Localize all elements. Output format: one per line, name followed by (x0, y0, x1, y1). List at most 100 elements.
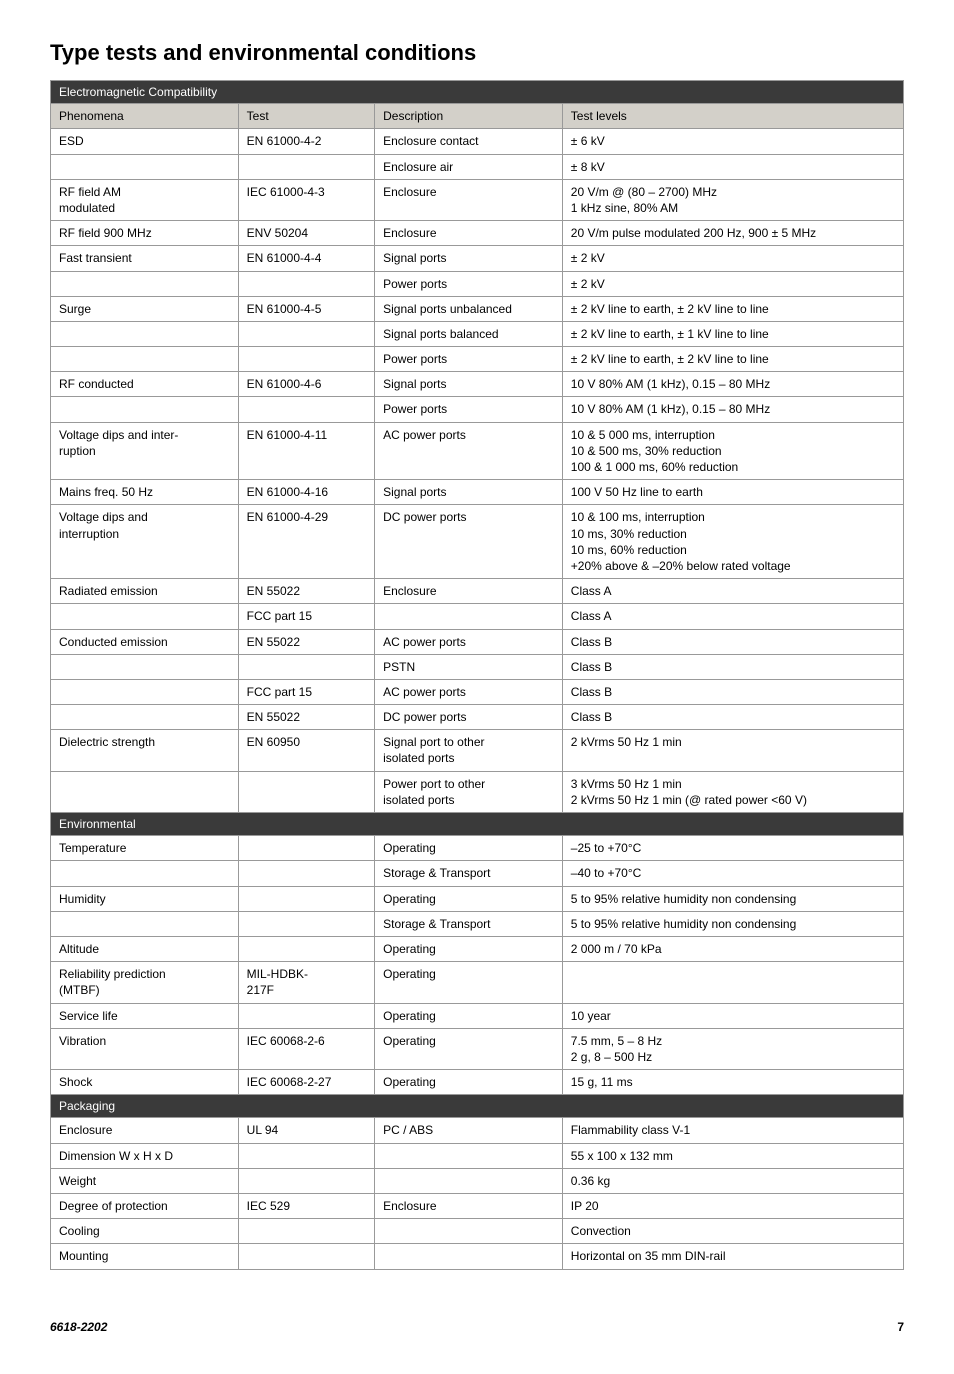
table-cell (238, 271, 374, 296)
table-row: PSTNClass B (51, 654, 904, 679)
table-cell: IEC 529 (238, 1194, 374, 1219)
table-cell (238, 654, 374, 679)
table-cell: Operating (375, 962, 563, 1003)
table-cell: Class A (562, 579, 903, 604)
table-row: EN 55022DC power portsClass B (51, 705, 904, 730)
table-cell: Storage & Transport (375, 911, 563, 936)
table-cell: Radiated emission (51, 579, 239, 604)
table-cell: 20 V/m @ (80 – 2700) MHz 1 kHz sine, 80%… (562, 179, 903, 220)
table-cell: Enclosure (375, 579, 563, 604)
table-cell (51, 679, 239, 704)
table-row: Mains freq. 50 HzEN 61000-4-16Signal por… (51, 480, 904, 505)
table-cell (51, 347, 239, 372)
table-cell (238, 1003, 374, 1028)
table-row: Radiated emissionEN 55022EnclosureClass … (51, 579, 904, 604)
table-row: Humidity Operating5 to 95% relative humid… (51, 886, 904, 911)
table-cell: EN 61000-4-5 (238, 296, 374, 321)
table-row: ShockIEC 60068-2-27Operating15 g, 11 ms (51, 1070, 904, 1095)
table-cell: RF field AM modulated (51, 179, 239, 220)
table-cell: Cooling (51, 1219, 239, 1244)
table-cell: AC power ports (375, 422, 563, 480)
table-cell: EN 55022 (238, 579, 374, 604)
table-cell: Operating (375, 1070, 563, 1095)
table-cell: EN 60950 (238, 730, 374, 771)
table-row: Power port to other isolated ports3 kVrm… (51, 771, 904, 812)
table-cell: IP 20 (562, 1194, 903, 1219)
table-cell: Enclosure (375, 179, 563, 220)
table-cell: Surge (51, 296, 239, 321)
table-cell: 10 & 5 000 ms, interruption 10 & 500 ms,… (562, 422, 903, 480)
table-row: Conducted emissionEN 55022AC power ports… (51, 629, 904, 654)
table-cell: Fast transient (51, 246, 239, 271)
table-cell (238, 397, 374, 422)
table-cell: Mains freq. 50 Hz (51, 480, 239, 505)
table-cell (238, 347, 374, 372)
table-cell: ± 8 kV (562, 154, 903, 179)
table-cell: Class B (562, 629, 903, 654)
table-cell: 100 V 50 Hz line to earth (562, 480, 903, 505)
table-cell: Temperature (51, 836, 239, 861)
table-cell: ENV 50204 (238, 221, 374, 246)
table-cell (238, 1168, 374, 1193)
table-cell: Humidity (51, 886, 239, 911)
table-row: Storage & Transport–40 to +70°C (51, 861, 904, 886)
table-cell: Altitude (51, 936, 239, 961)
table-cell (238, 1143, 374, 1168)
table-cell: Operating (375, 1003, 563, 1028)
table-cell: Power ports (375, 271, 563, 296)
table-cell: 20 V/m pulse modulated 200 Hz, 900 ± 5 M… (562, 221, 903, 246)
table-cell: Power port to other isolated ports (375, 771, 563, 812)
table-cell: Operating (375, 936, 563, 961)
table-row: Dimension W x H x D55 x 100 x 132 mm (51, 1143, 904, 1168)
table-row: Power ports± 2 kV line to earth, ± 2 kV … (51, 347, 904, 372)
table-cell: Signal ports (375, 480, 563, 505)
footer-doc-number: 6618-2202 (50, 1320, 107, 1334)
table-cell: Operating (375, 886, 563, 911)
table-cell: Signal ports (375, 246, 563, 271)
column-header-cell: Phenomena (51, 104, 239, 129)
table-cell: EN 61000-4-16 (238, 480, 374, 505)
table-row: Signal ports balanced± 2 kV line to eart… (51, 321, 904, 346)
table-cell: Vibration (51, 1028, 239, 1069)
table-cell: ESD (51, 129, 239, 154)
table-cell: MIL-HDBK- 217F (238, 962, 374, 1003)
table-cell: 5 to 95% relative humidity non condensin… (562, 886, 903, 911)
table-cell: 2 000 m / 70 kPa (562, 936, 903, 961)
table-row: Service lifeOperating10 year (51, 1003, 904, 1028)
table-cell: Enclosure contact (375, 129, 563, 154)
section-header-row: Environmental (51, 813, 904, 836)
table-cell (51, 397, 239, 422)
table-row: Altitude Operating2 000 m / 70 kPa (51, 936, 904, 961)
table-cell (238, 154, 374, 179)
section-header-row: Packaging (51, 1095, 904, 1118)
table-cell: EN 61000-4-4 (238, 246, 374, 271)
table-cell: DC power ports (375, 705, 563, 730)
table-row: Dielectric strengthEN 60950Signal port t… (51, 730, 904, 771)
table-cell: ± 2 kV (562, 271, 903, 296)
table-cell: 5 to 95% relative humidity non condensin… (562, 911, 903, 936)
page-footer: 6618-2202 7 (50, 1320, 904, 1334)
table-row: RF field AM modulatedIEC 61000-4-3Enclos… (51, 179, 904, 220)
section-header-cell: Electromagnetic Compatibility (51, 81, 904, 104)
table-row: Fast transientEN 61000-4-4Signal ports± … (51, 246, 904, 271)
table-cell (51, 911, 239, 936)
table-cell (375, 604, 563, 629)
table-row: RF conductedEN 61000-4-6Signal ports10 V… (51, 372, 904, 397)
table-cell: Signal port to other isolated ports (375, 730, 563, 771)
table-cell (51, 604, 239, 629)
table-cell: IEC 61000-4-3 (238, 179, 374, 220)
table-cell: 10 & 100 ms, interruption 10 ms, 30% red… (562, 505, 903, 579)
table-cell: Class B (562, 654, 903, 679)
table-row: Weight0.36 kg (51, 1168, 904, 1193)
table-cell: Dimension W x H x D (51, 1143, 239, 1168)
table-cell: AC power ports (375, 629, 563, 654)
table-cell: AC power ports (375, 679, 563, 704)
table-cell (238, 911, 374, 936)
table-cell (238, 1244, 374, 1269)
table-cell: ± 2 kV line to earth, ± 2 kV line to lin… (562, 347, 903, 372)
table-row: Storage & Transport5 to 95% relative hum… (51, 911, 904, 936)
page-title: Type tests and environmental conditions (50, 40, 904, 66)
table-cell: IEC 60068-2-6 (238, 1028, 374, 1069)
table-cell (51, 861, 239, 886)
table-cell: FCC part 15 (238, 604, 374, 629)
